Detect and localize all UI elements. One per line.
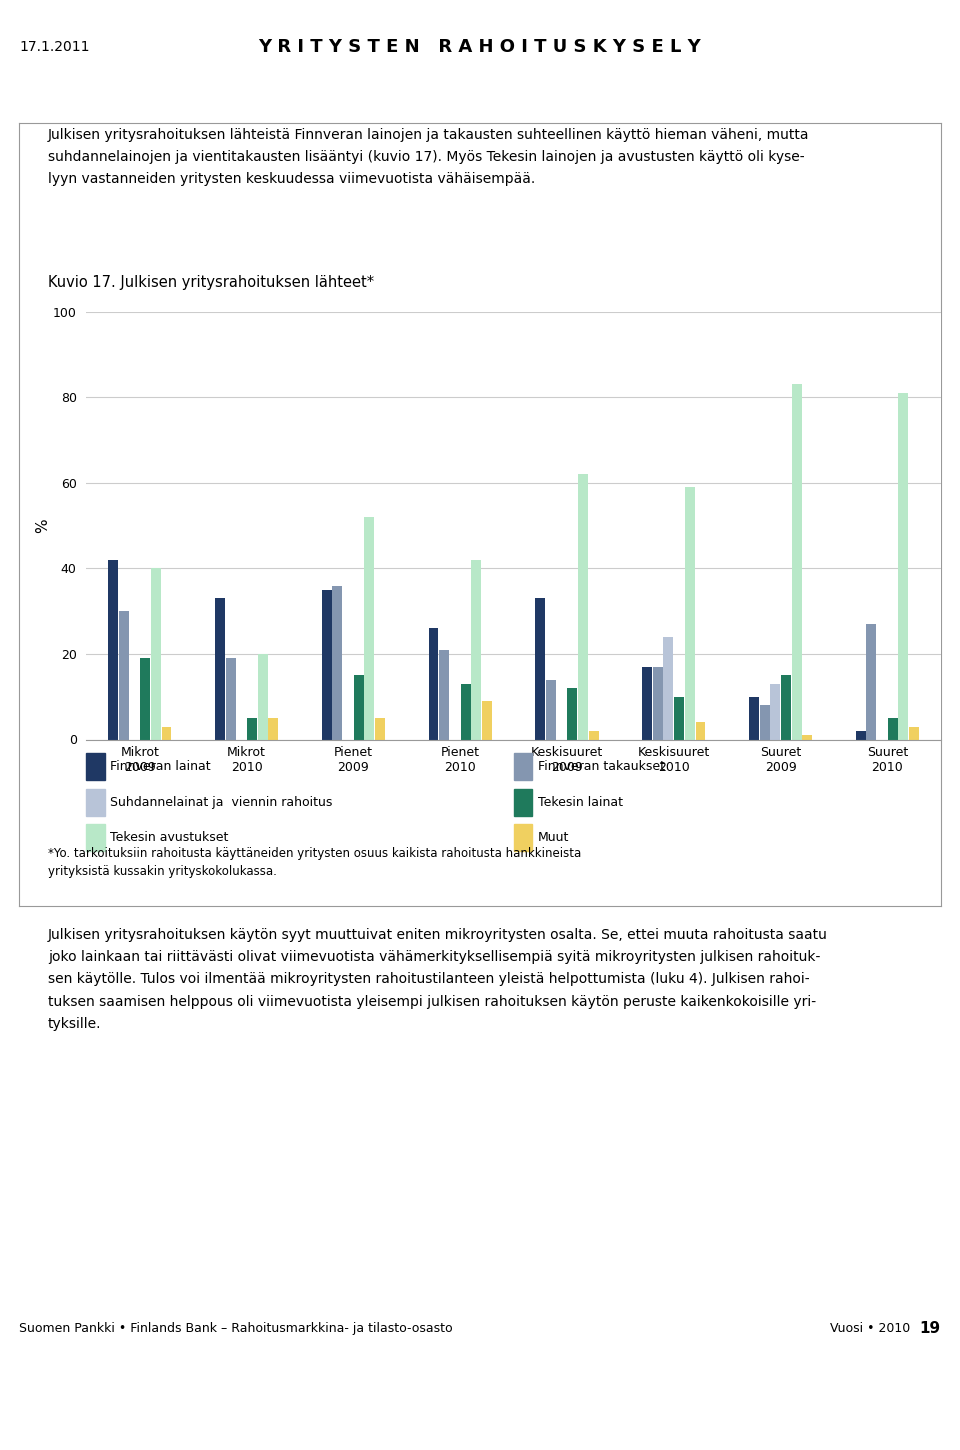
Text: Vuosi • 2010: Vuosi • 2010 (830, 1322, 910, 1334)
Bar (86, 824, 106, 851)
Bar (332, 586, 343, 740)
Y-axis label: %: % (35, 518, 50, 534)
Bar (888, 718, 898, 740)
Bar (428, 628, 439, 740)
Bar (482, 700, 492, 740)
Text: 19: 19 (920, 1321, 941, 1335)
Bar (151, 568, 160, 740)
Text: Julkisen yritysrahoituksen käytön syyt muuttuivat eniten mikroyritysten osalta. : Julkisen yritysrahoituksen käytön syyt m… (48, 928, 828, 1031)
Bar (161, 726, 172, 740)
Bar (749, 697, 758, 740)
Text: Muut: Muut (538, 831, 569, 844)
Bar (759, 705, 770, 740)
Bar (514, 753, 533, 780)
Bar (792, 384, 802, 740)
Bar (653, 667, 662, 740)
Bar (514, 824, 533, 851)
Bar (140, 658, 150, 740)
Bar (322, 590, 331, 740)
Bar (567, 689, 577, 740)
Text: Julkisen yritysrahoituksen lähteistä Finnveran lainojen ja takausten suhteelline: Julkisen yritysrahoituksen lähteistä Fin… (48, 128, 809, 186)
Text: *Yo. tarkoituksiin rahoitusta käyttäneiden yritysten osuus kaikista rahoitusta h: *Yo. tarkoituksiin rahoitusta käyttäneid… (48, 847, 581, 877)
Bar (108, 560, 118, 740)
Bar (899, 393, 908, 740)
Text: Finnveran lainat: Finnveran lainat (110, 760, 211, 773)
Bar (257, 654, 268, 740)
Bar (440, 650, 449, 740)
Bar (86, 753, 106, 780)
Bar (696, 722, 706, 740)
Bar (215, 599, 225, 740)
Bar (642, 667, 652, 740)
Bar (119, 612, 129, 740)
Text: Suhdannelainat ja  viennin rahoitus: Suhdannelainat ja viennin rahoitus (110, 796, 333, 809)
Text: Kuvio 17. Julkisen yritysrahoituksen lähteet*: Kuvio 17. Julkisen yritysrahoituksen läh… (48, 276, 374, 290)
Bar (86, 789, 106, 816)
Bar (781, 676, 791, 740)
Bar (674, 697, 684, 740)
Bar (471, 560, 481, 740)
Bar (247, 718, 257, 740)
Text: 17.1.2011: 17.1.2011 (19, 41, 89, 54)
Text: Tekesin lainat: Tekesin lainat (538, 796, 622, 809)
Bar (461, 684, 470, 740)
Bar (269, 718, 278, 740)
Bar (546, 680, 556, 740)
Bar (663, 637, 673, 740)
Bar (770, 684, 780, 740)
Bar (909, 726, 919, 740)
Text: Suomen Pankki • Finlands Bank – Rahoitusmarkkina- ja tilasto-osasto: Suomen Pankki • Finlands Bank – Rahoitus… (19, 1322, 453, 1334)
Text: Y R I T Y S T E N   R A H O I T U S K Y S E L Y: Y R I T Y S T E N R A H O I T U S K Y S … (258, 38, 702, 57)
Bar (867, 624, 876, 740)
Bar (803, 735, 812, 740)
Bar (514, 789, 533, 816)
Text: Finnveran takaukset: Finnveran takaukset (538, 760, 664, 773)
Bar (855, 731, 866, 740)
Bar (354, 676, 364, 740)
Bar (375, 718, 385, 740)
Bar (578, 474, 588, 740)
Text: Tekesin avustukset: Tekesin avustukset (110, 831, 228, 844)
Bar (226, 658, 235, 740)
Bar (536, 599, 545, 740)
Bar (365, 518, 374, 740)
Bar (588, 731, 599, 740)
Bar (684, 487, 695, 740)
